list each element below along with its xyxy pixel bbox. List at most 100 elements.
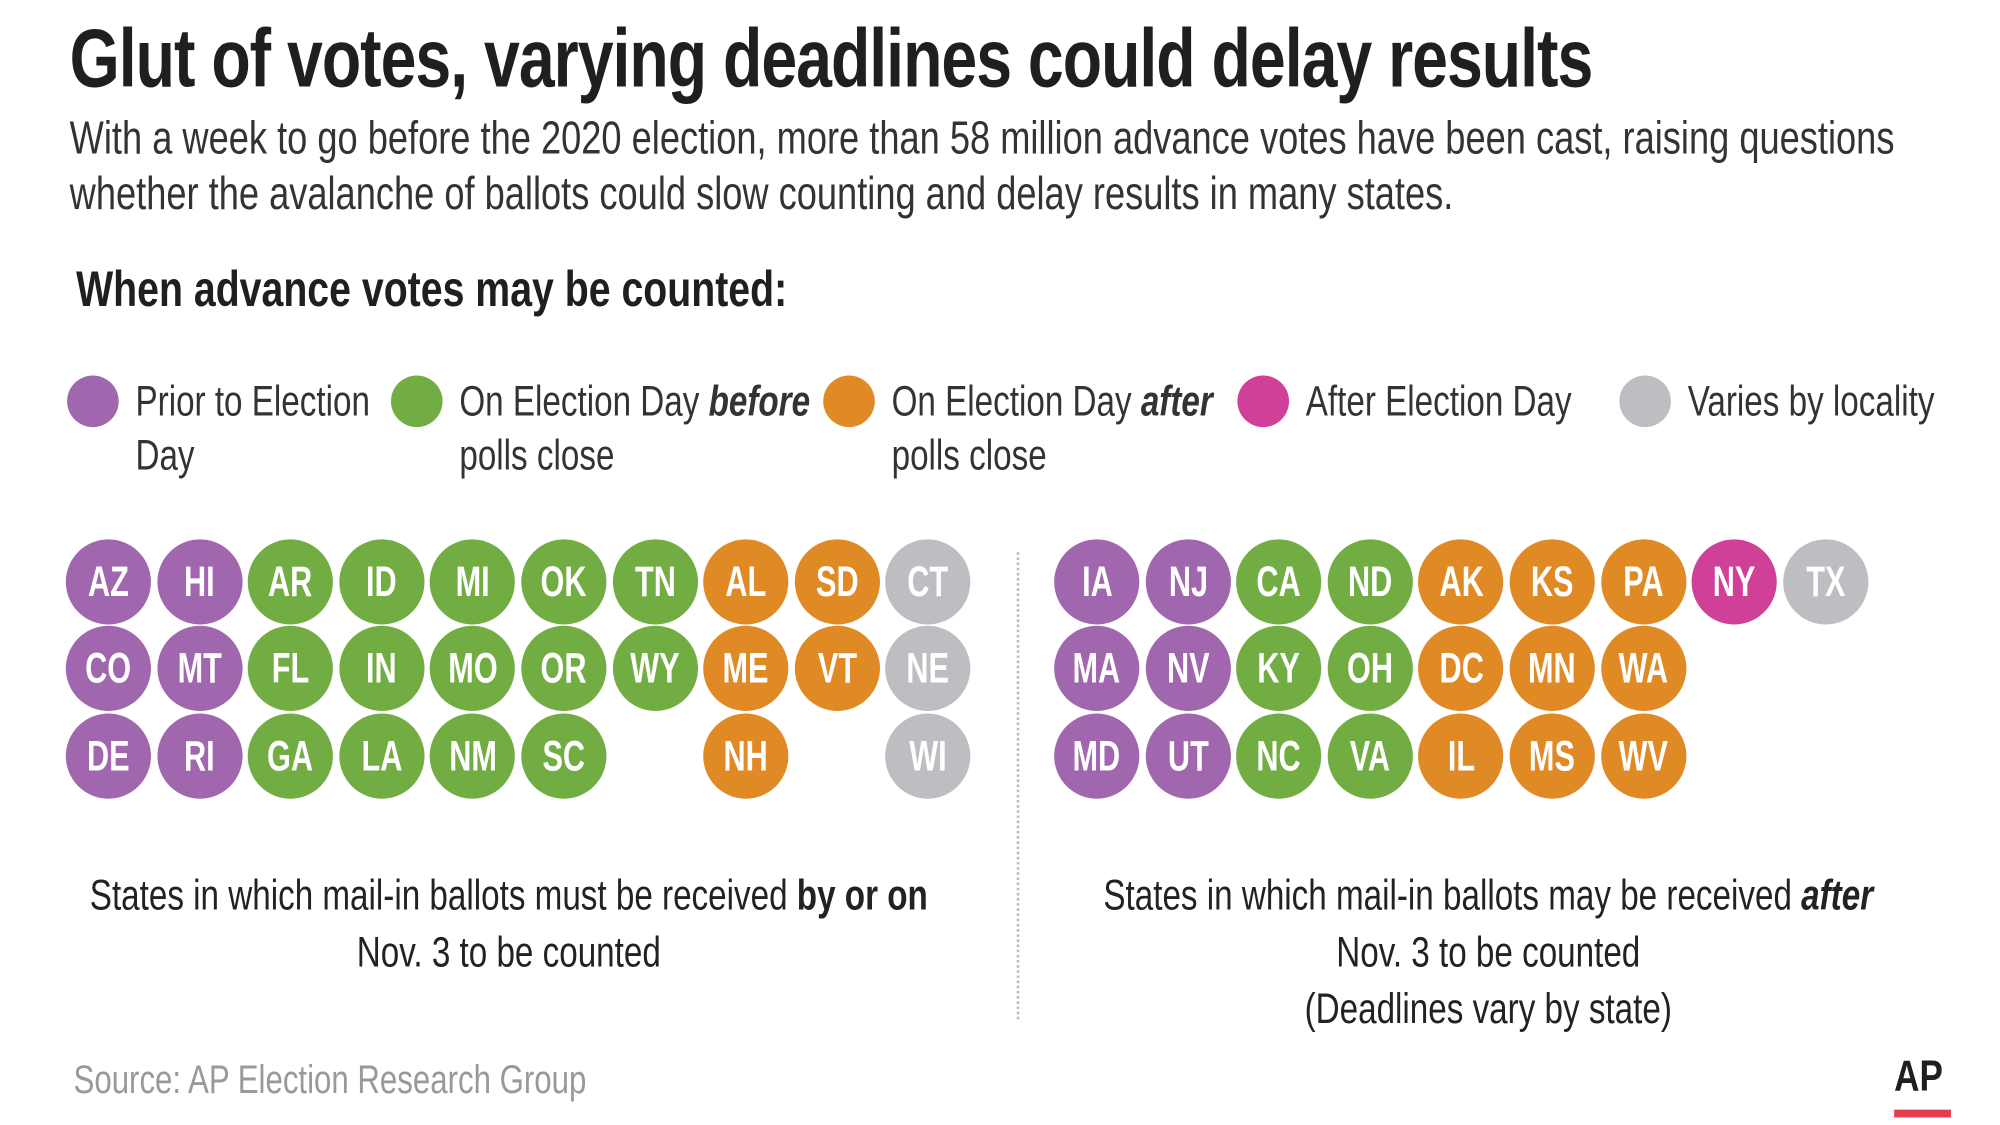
state-circle-nm: NM xyxy=(430,713,516,799)
legend-label-emphasis: after xyxy=(1140,376,1213,425)
legend-dot-afterday xyxy=(1237,375,1290,428)
state-circle-ri: RI xyxy=(156,713,243,799)
caption-line2: Nov. 3 to be counted xyxy=(356,927,661,976)
state-circle-al: AL xyxy=(703,539,789,625)
state-code: MD xyxy=(1072,731,1121,780)
state-code: AR xyxy=(268,557,313,606)
state-code: MA xyxy=(1072,643,1121,692)
state-circle-sc: SC xyxy=(521,713,607,799)
state-circle-dc: DC xyxy=(1418,625,1504,711)
state-circle-oh: OH xyxy=(1327,625,1413,711)
legend-dot-after xyxy=(823,375,875,428)
subtitle-line-2: whether the avalanche of ballots could s… xyxy=(70,166,1844,220)
state-code: OR xyxy=(540,643,587,692)
state-code: NH xyxy=(723,731,769,780)
caption-emphasis: after xyxy=(1800,870,1873,919)
state-code: KS xyxy=(1530,557,1574,606)
state-circle-nh: NH xyxy=(703,713,789,799)
state-circle-ma: MA xyxy=(1054,625,1140,711)
state-code: ND xyxy=(1347,557,1393,606)
state-circle-ms: MS xyxy=(1509,713,1595,799)
state-circle-hi: HI xyxy=(156,539,243,625)
state-circle-wa: WA xyxy=(1600,625,1686,711)
state-code: VA xyxy=(1349,731,1391,780)
state-code: OK xyxy=(540,557,587,606)
state-code: MO xyxy=(448,643,498,692)
state-code: SD xyxy=(815,557,859,606)
group-caption-1: States in which mail-in ballots must be … xyxy=(0,867,1004,981)
state-circle-nv: NV xyxy=(1145,625,1231,711)
state-code: WA xyxy=(1618,643,1669,692)
caption-line3: (Deadlines vary by state) xyxy=(1304,984,1672,1033)
state-circle-nj: NJ xyxy=(1145,539,1231,625)
state-code: WY xyxy=(630,643,680,692)
legend-dot-prior xyxy=(67,375,119,428)
state-code: IL xyxy=(1447,731,1475,780)
state-circle-ak: AK xyxy=(1418,539,1504,625)
state-code: ID xyxy=(366,557,397,606)
state-code: KY xyxy=(1257,643,1301,692)
legend-label-prior: Prior to Election Day xyxy=(135,374,436,482)
legend-label-line1: Prior to Election xyxy=(135,376,370,425)
state-circle-tn: TN xyxy=(612,539,698,625)
state-circle-wy: WY xyxy=(612,625,698,711)
legend-label-text: After Election Day xyxy=(1306,374,1572,428)
caption-text: States in which mail-in ballots must be … xyxy=(90,867,928,981)
ap-logo-text: AP xyxy=(1894,1051,1943,1101)
state-circle-la: LA xyxy=(339,713,425,799)
section-heading: When advance votes may be counted: xyxy=(76,262,988,319)
legend-dot-before xyxy=(390,375,443,428)
state-circle-de: DE xyxy=(65,713,151,799)
state-circle-ar: AR xyxy=(247,539,334,625)
subtitle-text: whether the avalanche of ballots could s… xyxy=(69,166,1454,220)
state-code: HI xyxy=(184,557,215,606)
state-code: IN xyxy=(366,643,397,692)
state-code: FL xyxy=(271,643,310,692)
state-code: AL xyxy=(725,557,767,606)
title-text: Glut of votes, varying deadlines could d… xyxy=(69,11,1594,105)
subtitle-text: With a week to go before the 2020 electi… xyxy=(69,110,1895,164)
heading-text: When advance votes may be counted: xyxy=(76,261,788,318)
state-code: NV xyxy=(1166,643,1210,692)
state-circle-ut: UT xyxy=(1145,713,1231,799)
state-circle-ct: CT xyxy=(885,539,971,625)
state-code: CT xyxy=(907,557,949,606)
state-code: VT xyxy=(817,643,857,692)
state-circle-pa: PA xyxy=(1600,539,1686,625)
state-code: NE xyxy=(906,643,950,692)
state-circle-fl: FL xyxy=(247,625,334,711)
state-circle-ks: KS xyxy=(1509,539,1595,625)
state-circle-ky: KY xyxy=(1236,625,1322,711)
legend-label-text: On Election Day before polls close xyxy=(459,374,810,482)
state-code: CO xyxy=(85,643,132,692)
state-circle-ga: GA xyxy=(247,713,334,799)
state-circle-vt: VT xyxy=(794,625,880,711)
caption-emphasis: by or on xyxy=(796,870,928,919)
legend-label-afterday: After Election Day xyxy=(1306,374,1647,428)
state-code: SC xyxy=(542,731,586,780)
state-circle-az: AZ xyxy=(65,539,151,625)
state-circle-mo: MO xyxy=(430,625,516,711)
state-code: TN xyxy=(634,557,676,606)
state-code: UT xyxy=(1167,731,1209,780)
state-code: WV xyxy=(1618,731,1669,780)
state-code: IA xyxy=(1081,557,1113,606)
legend-label-text: Varies by locality xyxy=(1688,374,1935,428)
source-note: Source: AP Election Research Group xyxy=(74,1057,731,1103)
state-code: AK xyxy=(1438,557,1484,606)
state-code: WI xyxy=(909,731,947,780)
state-circle-md: MD xyxy=(1054,713,1140,799)
state-code: MN xyxy=(1528,643,1577,692)
state-circle-mi: MI xyxy=(430,539,516,625)
state-code: NC xyxy=(1256,731,1302,780)
state-circle-ia: IA xyxy=(1054,539,1140,625)
caption-line1: States in which mail-in ballots may be r… xyxy=(1102,870,1801,919)
caption-line1: States in which mail-in ballots must be … xyxy=(89,870,797,919)
legend-label-line1: On Election Day xyxy=(891,376,1141,425)
legend-label-varies: Varies by locality xyxy=(1688,374,2000,428)
state-code: OH xyxy=(1347,643,1394,692)
state-code: PA xyxy=(1623,557,1664,606)
state-code: CA xyxy=(1256,557,1302,606)
legend-label-line1: Varies by locality xyxy=(1687,376,1935,425)
legend-label-line2: polls close xyxy=(459,430,615,479)
